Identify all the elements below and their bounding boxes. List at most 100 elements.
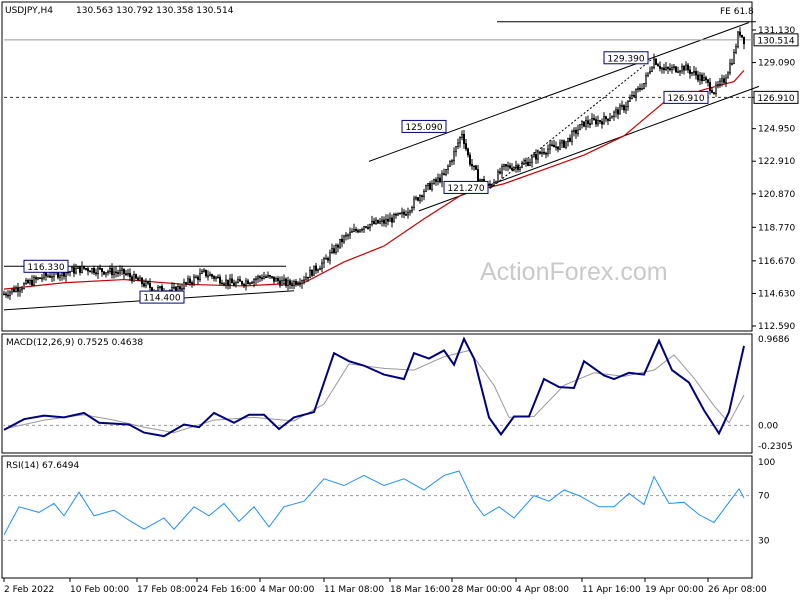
price-label: 116.330 [27, 263, 64, 273]
candle-body [498, 171, 501, 174]
candle-body [342, 235, 345, 243]
price-label-box [401, 119, 447, 133]
macd-tick-label: 0.00 [758, 421, 778, 431]
y-tick-label: 131.130 [758, 26, 795, 36]
candle-body [738, 31, 741, 36]
candle-body [123, 268, 126, 274]
support-price-label: 126.910 [757, 94, 794, 104]
candle-body [464, 143, 467, 150]
candle-body [274, 278, 277, 282]
price-label-box [139, 290, 185, 304]
candle-body [424, 185, 427, 192]
candle-body [111, 267, 114, 276]
candle-body [348, 231, 351, 236]
candle-body [356, 230, 359, 233]
candle-body [682, 65, 685, 71]
candle-body [376, 219, 379, 224]
candle-body [504, 164, 507, 167]
candle-body [30, 280, 33, 286]
candle-body [185, 282, 188, 284]
y-tick-label: 124.950 [758, 125, 795, 135]
candle-body [227, 279, 230, 286]
support-price-flag [753, 90, 799, 104]
candle-body [534, 154, 537, 160]
current-price-label: 130.514 [757, 36, 794, 46]
candle-body [448, 161, 451, 167]
candle-body [588, 123, 591, 125]
candle-body [576, 129, 579, 134]
candle-body [594, 119, 597, 125]
candle-body [189, 278, 192, 283]
candle-body [668, 68, 671, 70]
candle-body [26, 280, 29, 284]
candle-body [520, 163, 523, 168]
candle-body [630, 95, 633, 99]
candle-body [686, 64, 689, 71]
candle-body [255, 278, 258, 281]
candle-body [322, 258, 325, 264]
candle-body [612, 111, 615, 117]
candle-body [654, 58, 657, 65]
candle-body [129, 272, 132, 278]
candle-body [157, 287, 160, 291]
candle-body [716, 84, 719, 86]
candle-body [658, 65, 661, 69]
candle-body [119, 270, 122, 274]
candle-body [326, 257, 329, 261]
candle-body [646, 72, 649, 77]
candle-body [742, 36, 745, 45]
candle-body [205, 269, 208, 277]
candle-body [596, 120, 599, 125]
y-tick-label: 116.670 [758, 257, 795, 267]
candle-body [183, 282, 186, 290]
candle-body [422, 190, 425, 197]
x-tick-label: 24 Feb 16:00 [197, 585, 256, 595]
candle-body [570, 131, 573, 142]
candle-body [632, 95, 635, 97]
candle-body [442, 173, 445, 176]
candle-body [139, 277, 142, 281]
candle-body [640, 88, 643, 90]
candle-body [712, 92, 715, 94]
candle-body [550, 144, 553, 147]
price-label-box [443, 180, 489, 194]
candle-body [506, 165, 509, 168]
candle-body [46, 275, 49, 278]
candle-body [610, 116, 613, 119]
rsi-line [3, 470, 745, 536]
x-tick-label: 4 Mar 00:00 [260, 585, 315, 595]
candle-body [416, 197, 419, 201]
candle-body [231, 278, 234, 284]
candle-body [562, 140, 565, 148]
candle-body [28, 280, 31, 284]
candle-body [660, 67, 663, 70]
candle-body [652, 58, 655, 69]
candle-layer [2, 27, 745, 300]
candle-body [44, 272, 47, 277]
candle-body [79, 266, 82, 273]
candle-body [430, 183, 433, 190]
candle-body [462, 134, 465, 144]
candle-body [103, 271, 106, 275]
candle-body [722, 78, 725, 83]
candle-body [338, 238, 341, 248]
candle-body [500, 166, 503, 174]
candle-body [564, 141, 567, 148]
candle-body [496, 171, 499, 183]
candle-body [690, 72, 693, 74]
candle-body [366, 227, 369, 229]
candle-body [382, 219, 385, 224]
candle-body [618, 105, 621, 115]
candle-body [276, 278, 279, 282]
price-label: 114.400 [143, 294, 180, 304]
candle-body [522, 163, 525, 165]
candle-body [13, 288, 16, 292]
candle-body [518, 166, 521, 170]
candle-body [2, 293, 5, 296]
candle-body [109, 267, 112, 273]
candle-body [318, 268, 321, 271]
price-label-layer: 116.330 114.400 125.090 121.270 129.390 126.9… [23, 51, 709, 304]
candle-body [266, 275, 269, 278]
candle-body [83, 265, 86, 269]
candle-body [396, 212, 399, 216]
